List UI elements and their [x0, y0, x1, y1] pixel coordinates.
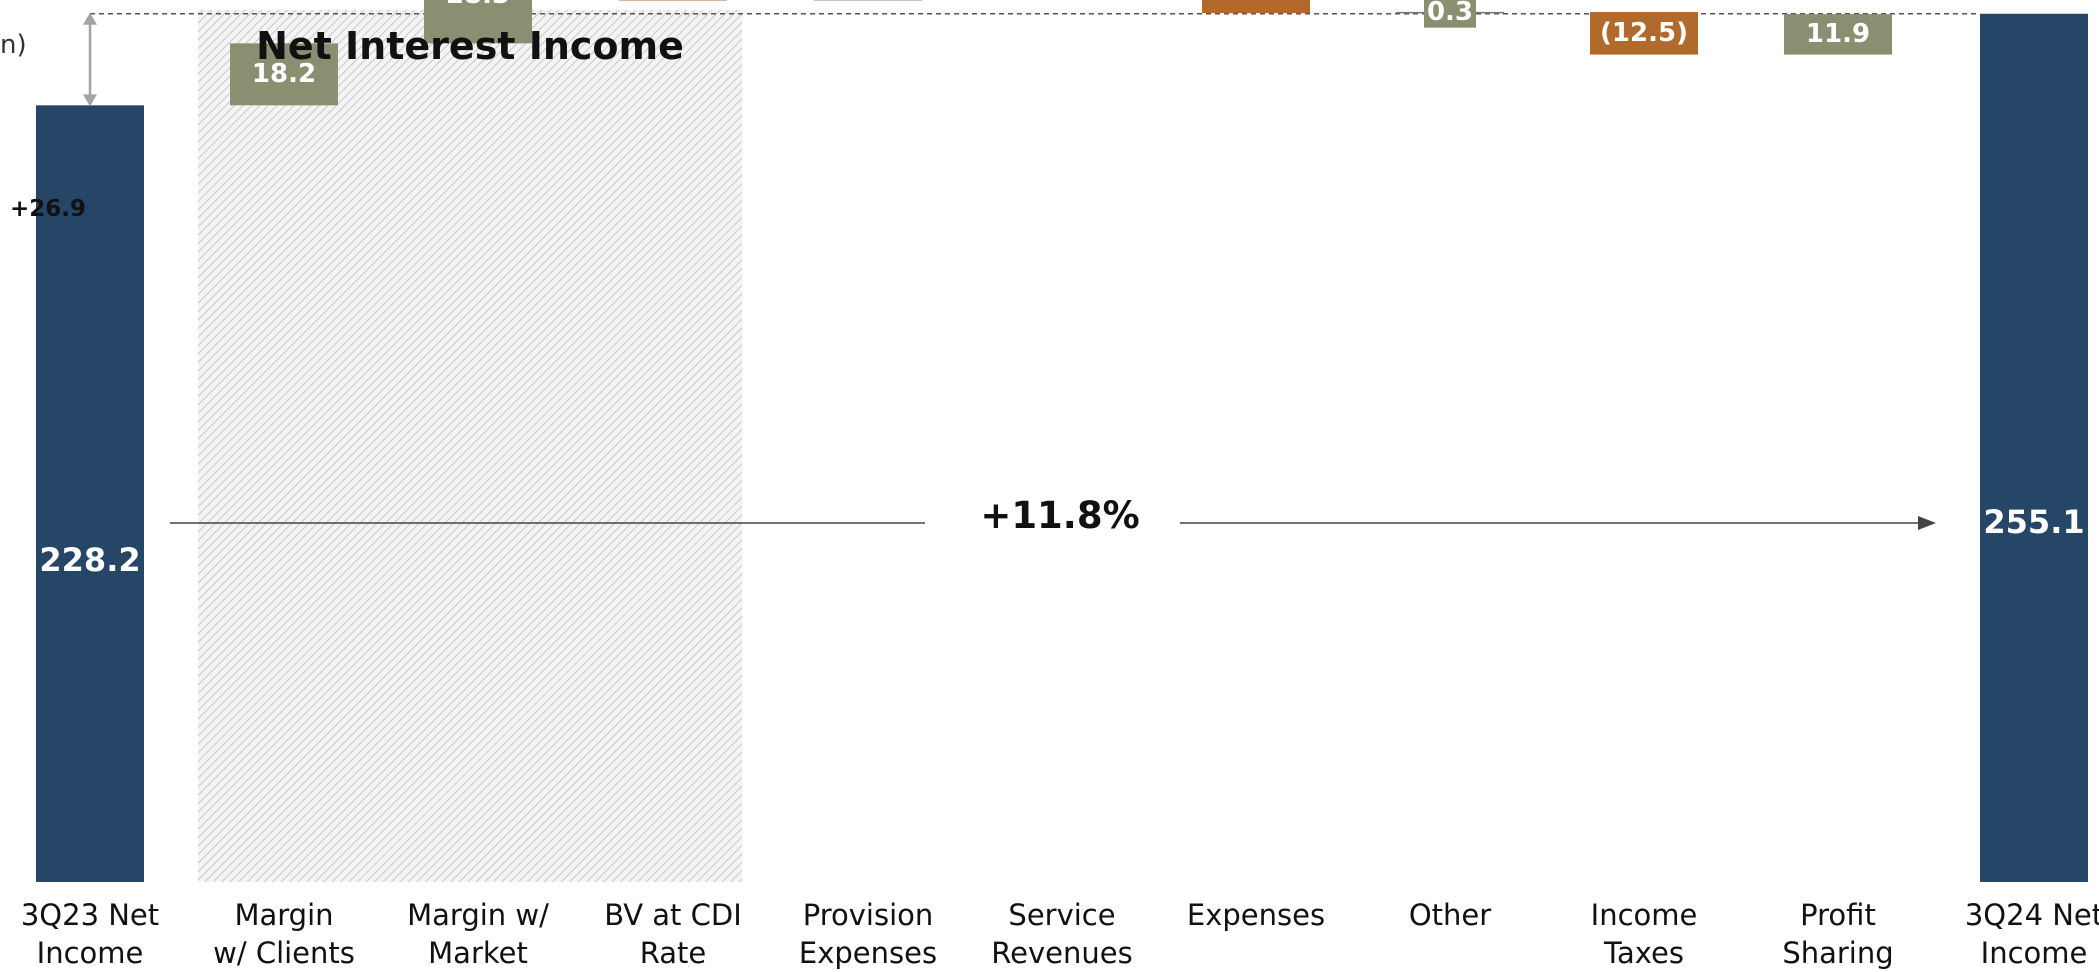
value-label-9: 11.9	[1764, 18, 1912, 50]
category-label-line: 3Q24 Net	[1939, 896, 2099, 934]
category-label-line: Other	[1355, 896, 1545, 934]
unit-label: n)	[0, 30, 27, 60]
value-label-2: 28.3	[404, 0, 552, 11]
category-label-line: w/ Clients	[189, 934, 379, 972]
category-label-line: Profit Sharing	[1743, 896, 1933, 972]
category-label-line: Margin w/	[383, 896, 573, 934]
category-label-line: Service	[967, 896, 1157, 934]
category-label-line: Margin	[189, 896, 379, 934]
category-label-line: Expenses	[1161, 896, 1351, 934]
bar-6	[1202, 0, 1310, 13]
value-label-8: (12.5)	[1570, 17, 1718, 49]
category-label-line: BV at CDI Rate	[578, 896, 768, 972]
delta-bracket-head-top	[83, 13, 97, 25]
category-label-line: Provision	[773, 896, 963, 934]
category-label-line: Expenses	[773, 934, 963, 972]
category-label-8: Income Taxes	[1549, 896, 1739, 972]
category-label-line: Revenues	[967, 934, 1157, 972]
value-label-0: 228.2	[16, 541, 164, 581]
growth-arrow-head	[1918, 516, 1936, 530]
delta-bracket-head-bottom	[83, 94, 97, 106]
category-label-line: Market	[383, 934, 573, 972]
nii-highlight-region	[198, 10, 742, 882]
category-label-9: Profit Sharing	[1743, 896, 1933, 972]
category-label-2: Margin w/Market	[383, 896, 573, 972]
category-label-line: Income	[0, 934, 185, 972]
category-label-line: Income Taxes	[1549, 896, 1739, 972]
category-label-line: 3Q23 Net	[0, 896, 185, 934]
category-label-7: Other	[1355, 896, 1545, 934]
category-label-3: BV at CDI Rate	[578, 896, 768, 972]
category-label-6: Expenses	[1161, 896, 1351, 934]
value-label-7: 0.3	[1404, 0, 1496, 29]
category-label-line: Income	[1939, 934, 2099, 972]
bar-10	[1980, 14, 2088, 882]
growth-annotation: +11.8%	[960, 494, 1160, 537]
value-label-1: 18.2	[210, 58, 358, 90]
delta-annotation: +26.9	[10, 196, 86, 222]
value-label-10: 255.1	[1960, 503, 2099, 543]
